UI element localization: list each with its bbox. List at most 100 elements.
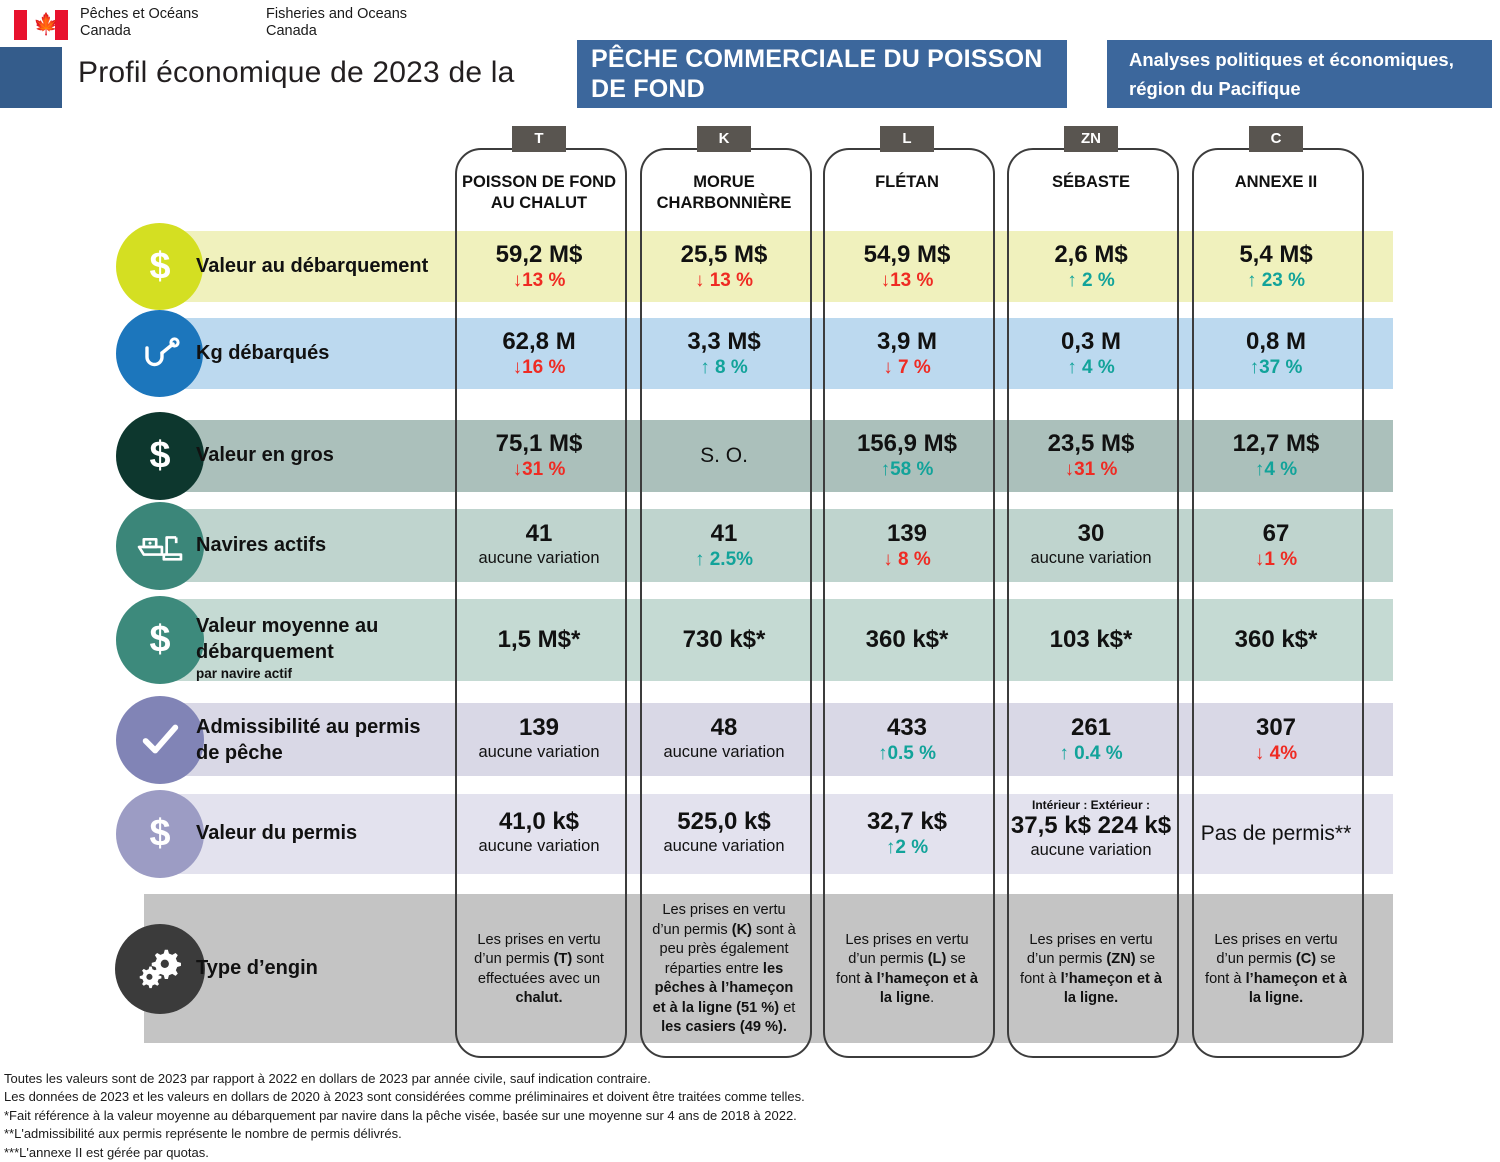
metric-cell: S. O. (643, 442, 805, 470)
cell-value: 139 (886, 519, 928, 547)
dollar-icon: $ (116, 790, 204, 878)
metric-cell: 0,8 M ↑37 % (1195, 328, 1357, 380)
column-title-zn: SÉBASTE (1052, 173, 1130, 191)
svg-text:$: $ (149, 246, 170, 288)
column-title-t: POISSON DE FOND AU CHALUT (461, 173, 617, 212)
cell-delta: ↑ 23 % (1246, 269, 1306, 291)
cell-delta: ↓ 4% (1254, 742, 1298, 764)
footnotes: Toutes les valeurs sont de 2023 par rapp… (4, 1070, 1104, 1162)
column-tab-zn[interactable]: ZN (1064, 126, 1118, 152)
cell-value: 62,8 M (502, 327, 576, 355)
metric-row-label: Admissibilité au permis de pêche (196, 715, 421, 764)
metric-cell: 25,5 M$ ↓ 13 % (643, 241, 805, 293)
metric-cell: 139 aucune variation (458, 714, 620, 763)
cell-delta: aucune variation (663, 742, 785, 761)
metric-cell: 41 aucune variation (458, 520, 620, 569)
column-tab-k[interactable]: K (697, 126, 751, 152)
cell-value: 59,2 M$ (495, 240, 583, 268)
metric-cell: 730 k$* (643, 626, 805, 654)
metric-row-label: Valeur en gros (196, 444, 334, 466)
metric-row-band (144, 509, 1393, 582)
cell-delta: ↑ 4 % (1067, 356, 1115, 378)
cell-value: 360 k$* (1234, 626, 1318, 653)
metric-row-band (144, 318, 1393, 389)
footnote: ***L'annexe II est gérée par quotas. (4, 1144, 209, 1160)
metric-row-band (144, 420, 1393, 492)
analyses-banner-text: Analyses politiques et économiques, régi… (1129, 49, 1454, 99)
blue-flag-block (0, 47, 62, 108)
metric-cell: Intérieur : Extérieur :37,5 k$ 224 k$ auc… (1010, 798, 1172, 861)
column-tab-l[interactable]: L (880, 126, 934, 152)
cell-value: 30 (1077, 519, 1105, 547)
cell-delta: ↓ 8 % (883, 548, 931, 570)
svg-text:$: $ (149, 619, 170, 661)
cell-value: 0,8 M (1245, 327, 1307, 355)
metric-cell: Pas de permis** (1195, 820, 1357, 848)
metric-row-label: Navires actifs (196, 533, 327, 556)
cell-value: 23,5 M$ (1047, 430, 1135, 457)
gears-icon (115, 923, 205, 1014)
metric-cell: 525,0 k$ aucune variation (643, 808, 805, 857)
metric-cell: 41,0 k$ aucune variation (458, 808, 620, 857)
metric-row-band (144, 794, 1393, 874)
maple-leaf-icon: 🍁 (33, 13, 60, 36)
cell-value: 5,4 M$ (1239, 240, 1313, 268)
svg-text:$: $ (149, 813, 170, 855)
cell-delta: ↓31 % (1064, 459, 1118, 480)
cell-delta: ↑ 0.4 % (1059, 742, 1123, 764)
metric-row-label: Valeur du permis (196, 822, 358, 844)
metric-cell: 0,3 M ↑ 4 % (1010, 328, 1172, 380)
cell-delta: ↑37 % (1249, 356, 1303, 378)
government-of-canada-wordmark: 🍁 Pêches et Océans Canada Fisheries and … (14, 6, 434, 48)
cell-value: 41,0 k$ (498, 808, 580, 835)
metric-cell: 307 ↓ 4% (1195, 714, 1357, 766)
column-tab-t[interactable]: T (512, 126, 566, 152)
cell-value: 0,3 M (1060, 327, 1122, 355)
gear-row-band (144, 894, 1393, 1043)
metric-cell: 48 aucune variation (643, 714, 805, 763)
cell-delta: ↑0.5 % (877, 742, 937, 764)
cell-delta: ↑ 2.5% (694, 548, 754, 570)
metric-cell: 261 ↑ 0.4 % (1010, 714, 1172, 766)
cell-value: 156,9 M$ (856, 430, 958, 457)
metric-cell: 30 aucune variation (1010, 520, 1172, 569)
cell-value: 41 (710, 519, 738, 547)
metric-cell: 360 k$* (826, 626, 988, 654)
metric-row-label: Valeur au débarquement (196, 254, 429, 277)
dollar-icon: $ (116, 223, 203, 310)
cell-value: 54,9 M$ (863, 240, 951, 268)
metric-cell: 62,8 M ↓16 % (458, 328, 620, 380)
cell-value: 3,9 M (876, 327, 938, 355)
metric-row-band (144, 703, 1393, 776)
footnote: **L'admissibilité aux permis représente … (4, 1126, 402, 1142)
cell-value: 139 (518, 713, 560, 741)
metric-cell: 41 ↑ 2.5% (643, 520, 805, 572)
metric-cell: 2,6 M$ ↑ 2 % (1010, 241, 1172, 293)
cell-value: Pas de permis** (1200, 822, 1352, 845)
cell-delta: ↑58 % (880, 459, 934, 480)
checkmark-icon (116, 695, 204, 784)
cell-value: 48 (710, 713, 738, 741)
cell-delta: aucune variation (478, 742, 600, 761)
metric-cell: 1,5 M$* (458, 626, 620, 654)
gear-cell: Les prises en vertu d’un permis (C) se f… (1205, 931, 1347, 1007)
metric-cell: 5,4 M$ ↑ 23 % (1195, 241, 1357, 293)
metric-cell: 103 k$* (1010, 626, 1172, 654)
cell-value: 12,7 M$ (1232, 430, 1320, 457)
column-title-k: MORUE CHARBONNIÈRE (656, 173, 792, 212)
cell-value: 75,1 M$ (495, 430, 583, 457)
cell-value: 37,5 k$ 224 k$ (1010, 812, 1172, 839)
metric-cell: 3,3 M$ ↑ 8 % (643, 328, 805, 380)
department-name-fr: Pêches et Océans Canada (80, 6, 199, 39)
cell-value: 67 (1262, 519, 1290, 547)
fishing-boat-icon (116, 501, 204, 590)
cell-value: S. O. (700, 444, 748, 467)
cell-delta: ↓ 13 % (694, 269, 754, 291)
canada-flag-icon: 🍁 (14, 10, 68, 40)
column-tab-c[interactable]: C (1249, 126, 1303, 152)
cell-delta: ↓ 7 % (883, 356, 931, 378)
metric-row-band (144, 231, 1393, 302)
cell-delta: ↓13 % (512, 269, 566, 291)
metric-cell: 139 ↓ 8 % (826, 520, 988, 572)
department-name-en: Fisheries and Oceans Canada (266, 6, 408, 39)
